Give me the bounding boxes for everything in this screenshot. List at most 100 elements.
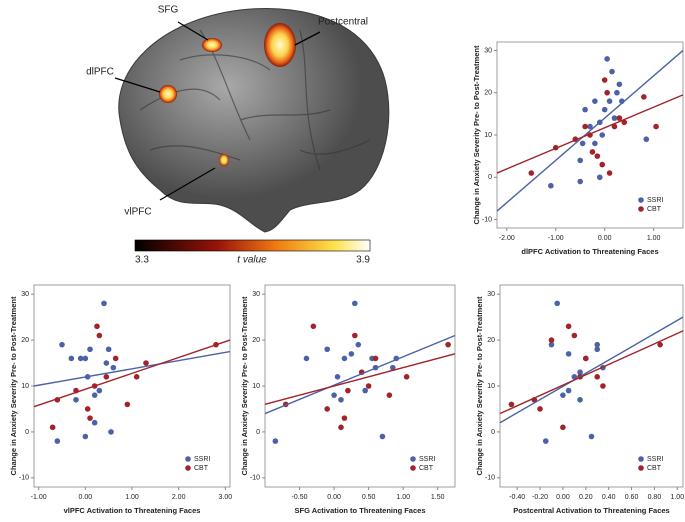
point <box>338 424 344 431</box>
point <box>548 337 555 343</box>
y-tick-label: -10 <box>485 475 495 482</box>
y-tick-label: 20 <box>252 337 260 344</box>
point <box>528 170 535 176</box>
colorbar-max: 3.9 <box>356 255 370 266</box>
legend-label: SSRI <box>647 197 663 204</box>
point <box>372 355 379 362</box>
x-tick-label: 0.20 <box>579 494 593 501</box>
y-tick-label: 0 <box>256 429 260 436</box>
point <box>611 115 618 121</box>
point <box>362 387 368 394</box>
y-tick-label: 10 <box>484 132 492 139</box>
point <box>94 323 100 330</box>
point <box>571 332 578 339</box>
point <box>577 369 583 376</box>
point <box>594 153 601 159</box>
point <box>542 438 549 444</box>
y-tick-label: -10 <box>482 216 492 223</box>
point <box>604 56 610 62</box>
point <box>124 401 131 408</box>
legend-label: CBT <box>647 465 662 472</box>
point <box>324 406 330 412</box>
x-tick-label: 0.00 <box>327 494 341 501</box>
point <box>599 161 606 168</box>
point <box>616 115 623 121</box>
point <box>341 415 348 421</box>
point <box>616 81 623 88</box>
x-tick-label: 0.60 <box>625 494 639 501</box>
point <box>331 392 337 398</box>
legend-label: CBT <box>647 206 662 213</box>
point <box>82 433 89 440</box>
point <box>101 300 107 307</box>
legend-label: CBT <box>419 465 434 472</box>
point <box>582 106 588 113</box>
point <box>577 178 584 185</box>
point <box>112 355 119 362</box>
y-axis-label: Change in Anxiety Severity Pre- to Post-… <box>472 45 481 224</box>
point <box>600 383 606 389</box>
point <box>588 433 595 440</box>
point <box>91 419 98 426</box>
point <box>87 346 93 353</box>
point <box>606 98 613 104</box>
point <box>594 374 601 380</box>
x-tick-label: 1.00 <box>125 494 139 501</box>
y-tick-label: 10 <box>487 383 495 390</box>
point <box>582 123 588 130</box>
x-tick-label: 1.00 <box>647 235 661 242</box>
x-tick-label: -0.20 <box>532 494 548 501</box>
y-tick-label: 10 <box>21 383 29 390</box>
point <box>84 406 91 412</box>
point <box>91 392 98 398</box>
point <box>621 119 628 126</box>
x-tick-label: 1.50 <box>431 494 445 501</box>
legend-swatch <box>185 465 191 471</box>
x-tick-label: 1.00 <box>670 494 684 501</box>
y-axis-label: Change in Anxiety Severity Pre- to Post-… <box>475 296 484 475</box>
point <box>54 438 61 444</box>
legend-swatch <box>638 456 644 462</box>
point <box>96 387 103 394</box>
fit-line <box>499 316 684 424</box>
point <box>592 140 598 147</box>
legend-label: SSRI <box>194 456 210 463</box>
legend-swatch <box>410 456 416 462</box>
fit-line <box>264 353 456 406</box>
x-tick-label: 0.50 <box>362 494 376 501</box>
fit-line <box>499 330 684 415</box>
x-tick-label: -0.40 <box>509 494 525 501</box>
x-tick-label: 0.00 <box>79 494 93 501</box>
y-tick-label: -10 <box>19 475 29 482</box>
point <box>599 132 606 138</box>
x-tick-label: 0.40 <box>602 494 616 501</box>
x-tick-label: 0.80 <box>648 494 662 501</box>
point <box>582 355 589 362</box>
region-label: dlPFC <box>86 67 114 78</box>
x-tick-label: -0.50 <box>292 494 308 501</box>
point <box>345 387 351 394</box>
y-tick-label: 30 <box>487 291 495 298</box>
arrow <box>294 31 321 46</box>
point <box>352 300 358 307</box>
region-label: SFG <box>158 5 179 16</box>
arrow <box>114 77 161 93</box>
point <box>560 424 566 431</box>
colorbar-label: t value <box>237 255 267 266</box>
y-tick-label: 30 <box>252 291 260 298</box>
point <box>310 323 317 330</box>
region-label: Postcentral <box>318 17 368 28</box>
x-tick-label: -1.00 <box>548 235 564 242</box>
point <box>554 300 560 307</box>
point <box>641 94 647 100</box>
point <box>341 355 348 362</box>
point <box>143 360 149 366</box>
arrow <box>177 21 209 41</box>
point <box>68 355 75 362</box>
y-tick-label: 20 <box>484 90 492 97</box>
x-tick-label: 3.00 <box>219 494 233 501</box>
point <box>643 136 650 143</box>
point <box>348 351 355 357</box>
point <box>390 364 396 371</box>
x-tick-label: -2.00 <box>499 235 515 242</box>
